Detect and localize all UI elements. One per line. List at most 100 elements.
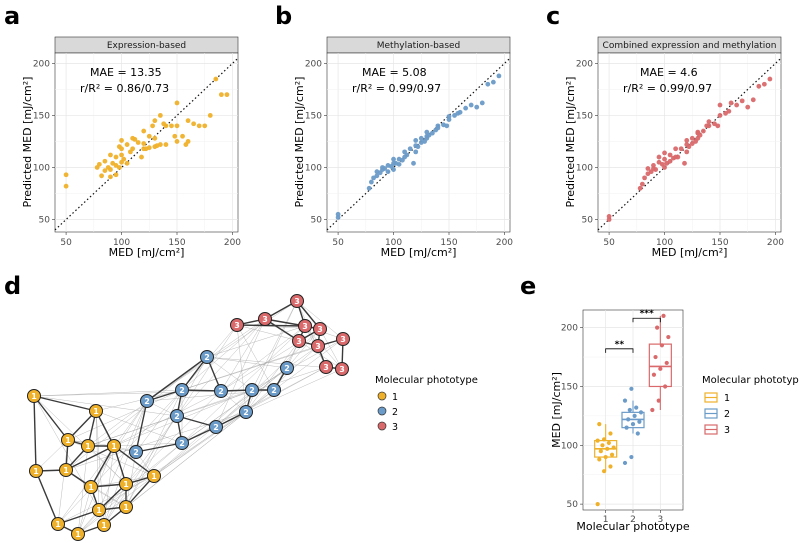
y-tick-label: 150 — [576, 111, 593, 121]
network-edge-weak — [245, 340, 300, 413]
box-marks — [594, 313, 672, 507]
axis-ticks: 50 100 150 200 50 100 150 200 — [305, 59, 514, 248]
network-node: 3 — [313, 322, 327, 336]
scatter-point — [391, 156, 396, 162]
network-node-circle — [119, 500, 133, 514]
network-edge-weak — [236, 324, 275, 391]
jitter-point — [611, 445, 616, 450]
x-tick-label: 50 — [603, 238, 615, 248]
scatter-point — [141, 128, 147, 134]
scatter-point — [717, 102, 723, 108]
y-tick-label: 150 — [33, 111, 50, 121]
scatter-point — [102, 168, 108, 173]
scatter-point — [485, 81, 491, 87]
network-node: 3 — [336, 332, 350, 346]
box-group-3 — [648, 313, 672, 413]
network-node: 1 — [89, 404, 103, 418]
scatter-point — [99, 173, 104, 179]
network-edge-weak — [103, 400, 148, 526]
scatter-point — [411, 160, 416, 166]
r-annotation: r/R² = 0.86/0.73 — [80, 82, 169, 95]
scatter-point — [745, 104, 751, 110]
jitter-point — [656, 398, 661, 403]
network-node: 2 — [170, 409, 184, 423]
significance-bars: ***** — [605, 309, 661, 353]
network-node-label: 3 — [315, 342, 321, 351]
network-edge-strong — [33, 395, 97, 412]
jitter-point — [659, 343, 665, 348]
jitter-point — [624, 425, 629, 430]
jitter-point — [606, 440, 611, 446]
network-node-circle — [267, 383, 281, 397]
network-edge-weak — [95, 410, 183, 444]
network-node-label: 1 — [123, 503, 129, 512]
network-node-circle — [335, 362, 349, 376]
network-node: 2 — [129, 445, 143, 459]
scatter-point — [218, 92, 224, 98]
network-node-label: 2 — [284, 364, 290, 373]
network-node-label: 3 — [294, 297, 300, 306]
jitter-point — [664, 360, 669, 366]
network-node-label: 1 — [65, 436, 71, 445]
gridlines — [327, 53, 510, 232]
scatter-point — [686, 144, 692, 150]
network-node-label: 3 — [339, 365, 345, 374]
network-node-circle — [71, 527, 85, 541]
network-node: 3 — [258, 312, 272, 326]
legend-label: 3 — [724, 425, 730, 436]
network-node: 1 — [97, 518, 111, 532]
network-node-circle — [239, 405, 253, 419]
network-edge-strong — [33, 395, 37, 472]
jitter-point — [627, 407, 632, 413]
scatter-point — [202, 123, 208, 129]
scatter-point — [108, 167, 113, 172]
scatter-point — [682, 160, 687, 166]
network-node-label: 2 — [179, 386, 185, 395]
legend-swatch — [377, 421, 387, 431]
x-tick-label: 200 — [224, 238, 241, 248]
scatter-point — [413, 149, 419, 155]
scatter-point — [739, 98, 745, 104]
scatter-point — [662, 156, 667, 162]
network-node: 1 — [29, 464, 43, 478]
scatter-point — [157, 142, 163, 147]
x-tick-label: 150 — [168, 238, 185, 248]
y-axis-title: Predicted MED [mJ/cm²] — [564, 77, 577, 208]
scatter-point — [163, 142, 169, 147]
network-node-label: 1 — [85, 442, 91, 451]
network-edge-weak — [35, 439, 69, 472]
network-node: 1 — [107, 439, 121, 453]
scatter-point — [756, 83, 762, 89]
legend-item: 3 — [704, 424, 730, 436]
jitter-point — [651, 372, 657, 377]
jitter-point — [622, 460, 628, 466]
scatter-point — [404, 152, 410, 158]
y-tick-label: 100 — [33, 163, 50, 173]
jitter-point — [629, 454, 634, 460]
jitter-point — [638, 410, 644, 415]
network-node-label: 1 — [75, 530, 81, 539]
jitter-point — [666, 334, 671, 340]
network-edge-weak — [176, 318, 266, 417]
jitter-point — [632, 413, 637, 418]
scatter-point — [102, 158, 108, 164]
significance-bracket — [632, 317, 661, 323]
network-node-circle — [119, 477, 133, 491]
scatter-point — [113, 154, 119, 160]
scatter-point — [645, 166, 651, 171]
jitter-point — [608, 464, 613, 469]
strip-title: Expression-based — [107, 41, 186, 51]
network-edge-weak — [95, 389, 183, 412]
scatter-point — [726, 108, 732, 114]
network-node-circle — [258, 312, 272, 326]
scatter-point — [224, 92, 230, 98]
legend-swatch — [377, 391, 387, 401]
scatter-point — [407, 146, 413, 152]
network-node: 3 — [311, 339, 325, 353]
scatter-point — [366, 185, 372, 191]
network-node-circle — [147, 469, 161, 483]
jitter-point — [605, 446, 610, 451]
